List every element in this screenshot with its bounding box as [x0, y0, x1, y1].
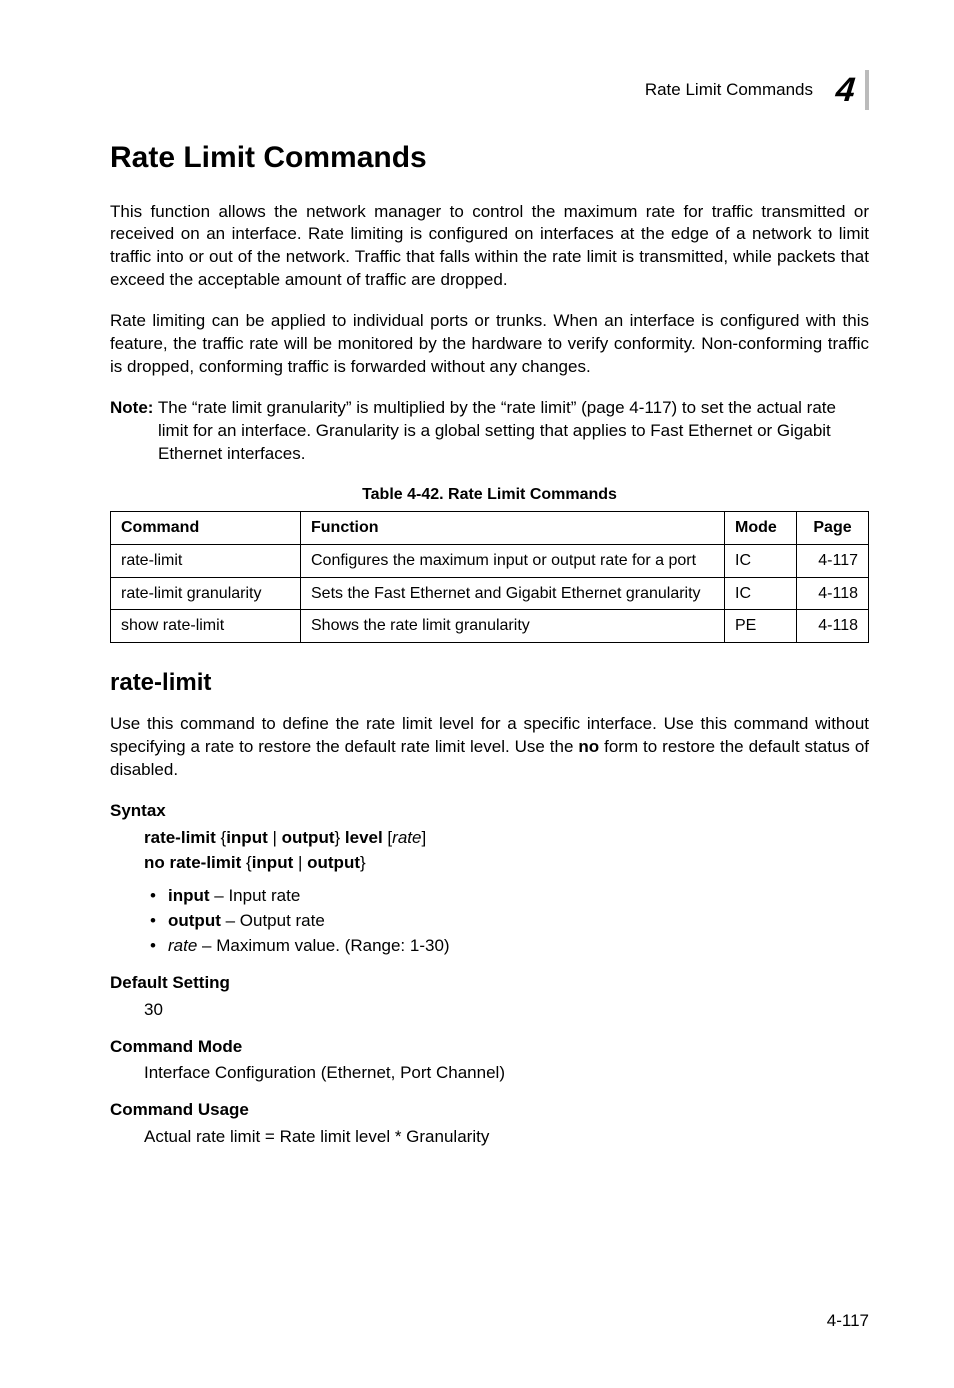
punct: ]	[421, 828, 426, 847]
desc: – Maximum value. (Range: 1-30)	[197, 936, 449, 955]
command-description: Use this command to define the rate limi…	[110, 713, 869, 782]
intro-para-2: Rate limiting can be applied to individu…	[110, 310, 869, 379]
punct: {	[216, 828, 226, 847]
td-command: show rate-limit	[111, 610, 301, 643]
page-title: Rate Limit Commands	[110, 138, 869, 179]
syntax-arguments: input – Input rate output – Output rate …	[110, 885, 869, 958]
term: output	[168, 911, 221, 930]
list-item: input – Input rate	[168, 885, 869, 908]
punct: }	[334, 828, 344, 847]
syntax-label: Syntax	[110, 800, 869, 823]
intro-para-1: This function allows the network manager…	[110, 201, 869, 293]
arg: rate	[392, 828, 421, 847]
th-command: Command	[111, 512, 301, 545]
td-page: 4-118	[797, 610, 869, 643]
kw: output	[307, 853, 360, 872]
term: input	[168, 886, 210, 905]
list-item: output – Output rate	[168, 910, 869, 933]
command-mode-label: Command Mode	[110, 1036, 869, 1059]
page-header: Rate Limit Commands 4	[110, 70, 869, 110]
punct: [	[383, 828, 392, 847]
chapter-badge: 4	[825, 70, 869, 110]
list-item: rate – Maximum value. (Range: 1-30)	[168, 935, 869, 958]
kw: rate-limit	[144, 828, 216, 847]
page-number: 4-117	[827, 1310, 869, 1333]
running-title: Rate Limit Commands	[645, 79, 813, 102]
default-setting-value: 30	[110, 999, 869, 1022]
td-function: Configures the maximum input or output r…	[301, 545, 725, 578]
command-usage-label: Command Usage	[110, 1099, 869, 1122]
td-command: rate-limit	[111, 545, 301, 578]
cmd-desc-bold: no	[578, 737, 599, 756]
command-usage-value: Actual rate limit = Rate limit level * G…	[110, 1126, 869, 1149]
default-setting-label: Default Setting	[110, 972, 869, 995]
table-row: show rate-limit Shows the rate limit gra…	[111, 610, 869, 643]
chapter-number: 4	[834, 73, 856, 107]
kw: input	[252, 853, 294, 872]
th-page: Page	[797, 512, 869, 545]
note-label: Note:	[110, 398, 153, 417]
table-header-row: Command Function Mode Page	[111, 512, 869, 545]
kw: no rate-limit	[144, 853, 241, 872]
td-page: 4-118	[797, 577, 869, 610]
syntax-line-1: rate-limit {input | output} level [rate]	[144, 827, 869, 850]
table-row: rate-limit Configures the maximum input …	[111, 545, 869, 578]
table-row: rate-limit granularity Sets the Fast Eth…	[111, 577, 869, 610]
td-page: 4-117	[797, 545, 869, 578]
kw: input	[226, 828, 268, 847]
punct: {	[241, 853, 251, 872]
desc: – Output rate	[221, 911, 325, 930]
command-heading: rate-limit	[110, 667, 869, 699]
th-mode: Mode	[725, 512, 797, 545]
term: rate	[168, 936, 197, 955]
badge-front: 4	[825, 70, 865, 110]
punct: |	[293, 853, 307, 872]
punct: }	[360, 853, 366, 872]
note: Note: The “rate limit granularity” is mu…	[110, 397, 869, 466]
td-mode: PE	[725, 610, 797, 643]
td-mode: IC	[725, 545, 797, 578]
th-function: Function	[301, 512, 725, 545]
table-caption: Table 4-42. Rate Limit Commands	[110, 484, 869, 506]
desc: – Input rate	[210, 886, 301, 905]
note-text: The “rate limit granularity” is multipli…	[158, 398, 836, 463]
command-mode-value: Interface Configuration (Ethernet, Port …	[110, 1062, 869, 1085]
td-function: Shows the rate limit granularity	[301, 610, 725, 643]
td-mode: IC	[725, 577, 797, 610]
kw: level	[345, 828, 383, 847]
syntax-block: rate-limit {input | output} level [rate]…	[110, 827, 869, 875]
punct: |	[268, 828, 282, 847]
td-function: Sets the Fast Ethernet and Gigabit Ether…	[301, 577, 725, 610]
kw: output	[282, 828, 335, 847]
rate-limit-commands-table: Command Function Mode Page rate-limit Co…	[110, 511, 869, 642]
td-command: rate-limit granularity	[111, 577, 301, 610]
syntax-line-2: no rate-limit {input | output}	[144, 852, 869, 875]
